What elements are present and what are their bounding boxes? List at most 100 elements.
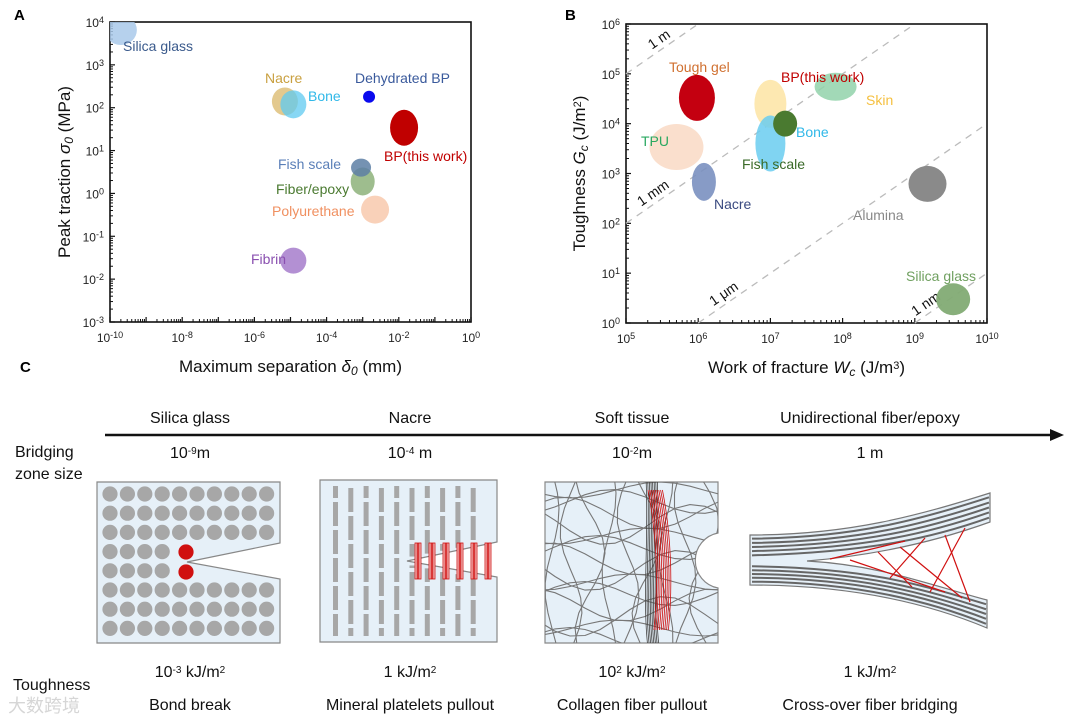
mineral-platelet	[394, 558, 400, 582]
tick-base: 10	[602, 168, 616, 182]
tick-base: 10	[602, 118, 616, 132]
axis-title-part: σ	[55, 143, 74, 154]
data-point-label: Nacre	[265, 70, 303, 86]
silica-atom	[102, 544, 118, 560]
bridging-platelet	[484, 542, 492, 580]
axis-title-part: Toughness	[570, 164, 589, 251]
mineral-platelet	[363, 502, 369, 526]
silica-atom	[119, 563, 135, 579]
collagen-fiber	[673, 482, 697, 643]
data-point-label: Fiber/epoxy	[276, 181, 349, 197]
toughness-base: 10	[155, 664, 173, 681]
collagen-fiber-bundle	[653, 482, 657, 643]
mineral-platelet	[424, 614, 430, 636]
mineral-platelet	[440, 628, 446, 636]
x-tick-label: 10-10	[97, 330, 123, 345]
mineral-platelet	[424, 486, 430, 498]
silica-atom	[172, 582, 188, 598]
collagen-fiber-bundle	[645, 482, 649, 643]
axis-title-part: 3	[893, 360, 899, 372]
mineral-platelet	[378, 600, 384, 624]
mineral-platelet	[378, 544, 384, 568]
crossover-bridging-fiber	[889, 537, 926, 579]
crossover-bridging-fiber	[849, 559, 946, 593]
mineral-platelet	[394, 614, 400, 636]
bridging-collagen-fiber	[647, 489, 657, 631]
data-point	[390, 109, 419, 146]
mineral-platelet	[440, 516, 446, 540]
tick-base: 10	[244, 331, 258, 345]
axis-title-part: )	[570, 96, 589, 102]
silica-atom	[189, 505, 205, 521]
toughness-value: 1 kJ/m2	[384, 664, 437, 681]
mineral-platelet	[363, 614, 369, 636]
tick-exponent: 5	[630, 331, 635, 341]
silica-atom	[224, 620, 240, 637]
collagen-fiber	[574, 482, 606, 643]
toughness-unit-exponent: 2	[431, 665, 437, 676]
mineral-platelet	[409, 544, 415, 557]
row-label-toughness: Toughness	[13, 677, 90, 694]
data-point	[280, 90, 307, 119]
panel-label-a: A	[14, 7, 25, 24]
size-unit: m	[414, 445, 432, 462]
silica-matrix	[96, 481, 281, 644]
collagen-fiber	[616, 482, 640, 643]
watermark: 大数跨境	[8, 696, 80, 716]
y-tick-label: 103	[602, 166, 620, 181]
bridging-collagen-fiber	[651, 489, 661, 631]
mineral-platelet	[348, 544, 354, 568]
tick-exponent: 2	[615, 216, 620, 226]
tick-base: 10	[86, 145, 100, 159]
tick-base: 10	[833, 332, 847, 346]
y-tick-label: 103	[86, 58, 104, 73]
silica-atom	[172, 601, 188, 617]
toughness-unit-exponent: 2	[891, 665, 897, 676]
silica-atom	[137, 582, 153, 598]
mineral-platelet	[470, 600, 476, 624]
x-tick-label: 10-4	[316, 330, 337, 345]
data-point-label: BP(this work)	[384, 148, 467, 164]
tick-base: 10	[602, 68, 616, 82]
material-label: Silica glass	[150, 410, 230, 427]
collagen-fiber-bundle	[651, 482, 655, 643]
silica-atom	[154, 486, 170, 502]
nacre-schematic	[319, 479, 498, 643]
data-point-label: Bone	[796, 124, 829, 140]
silica-atom	[102, 563, 118, 579]
axis-title-part: (J/m	[570, 107, 589, 145]
scale-arrow-head	[1050, 429, 1064, 441]
data-point	[361, 195, 390, 224]
silica-atom	[189, 620, 205, 637]
data-point-label: Fish scale	[278, 156, 341, 172]
silica-atom	[241, 620, 257, 637]
data-point-label: Dehydrated BP	[355, 70, 450, 86]
silica-atom	[206, 601, 222, 617]
mineral-platelet	[409, 488, 415, 512]
x-tick-label: 10-8	[172, 330, 193, 345]
toughness-value: 10-3 kJ/m2	[155, 664, 226, 681]
x-tick-label: 100	[462, 330, 480, 345]
toughness-unit: kJ/m	[622, 664, 660, 681]
tick-base: 10	[86, 102, 100, 116]
axis-title-part: 0	[62, 137, 76, 144]
mineral-platelet	[394, 530, 400, 554]
data-point-label: Skin	[866, 92, 893, 108]
x-tick-label: 1010	[975, 331, 998, 346]
tick-exponent: 1	[99, 144, 104, 154]
silica-atom	[189, 486, 205, 502]
y-tick-label: 100	[602, 316, 620, 331]
data-point-label: Silica glass	[123, 38, 193, 54]
y-tick-label: 100	[86, 186, 104, 201]
tick-exponent: -2	[96, 272, 104, 282]
silica-atom	[224, 601, 240, 617]
silica-atom	[224, 524, 240, 541]
silica-atom	[259, 620, 275, 637]
bridging-collagen-fiber	[662, 489, 672, 631]
material-label: Soft tissue	[595, 410, 670, 427]
x-axis-title: Work of fracture Wc (J/m3)	[708, 358, 905, 379]
bridging-platelet	[470, 542, 478, 580]
mineral-platelet	[455, 530, 461, 548]
mineral-platelet	[348, 628, 354, 636]
y-tick-label: 101	[86, 144, 104, 159]
